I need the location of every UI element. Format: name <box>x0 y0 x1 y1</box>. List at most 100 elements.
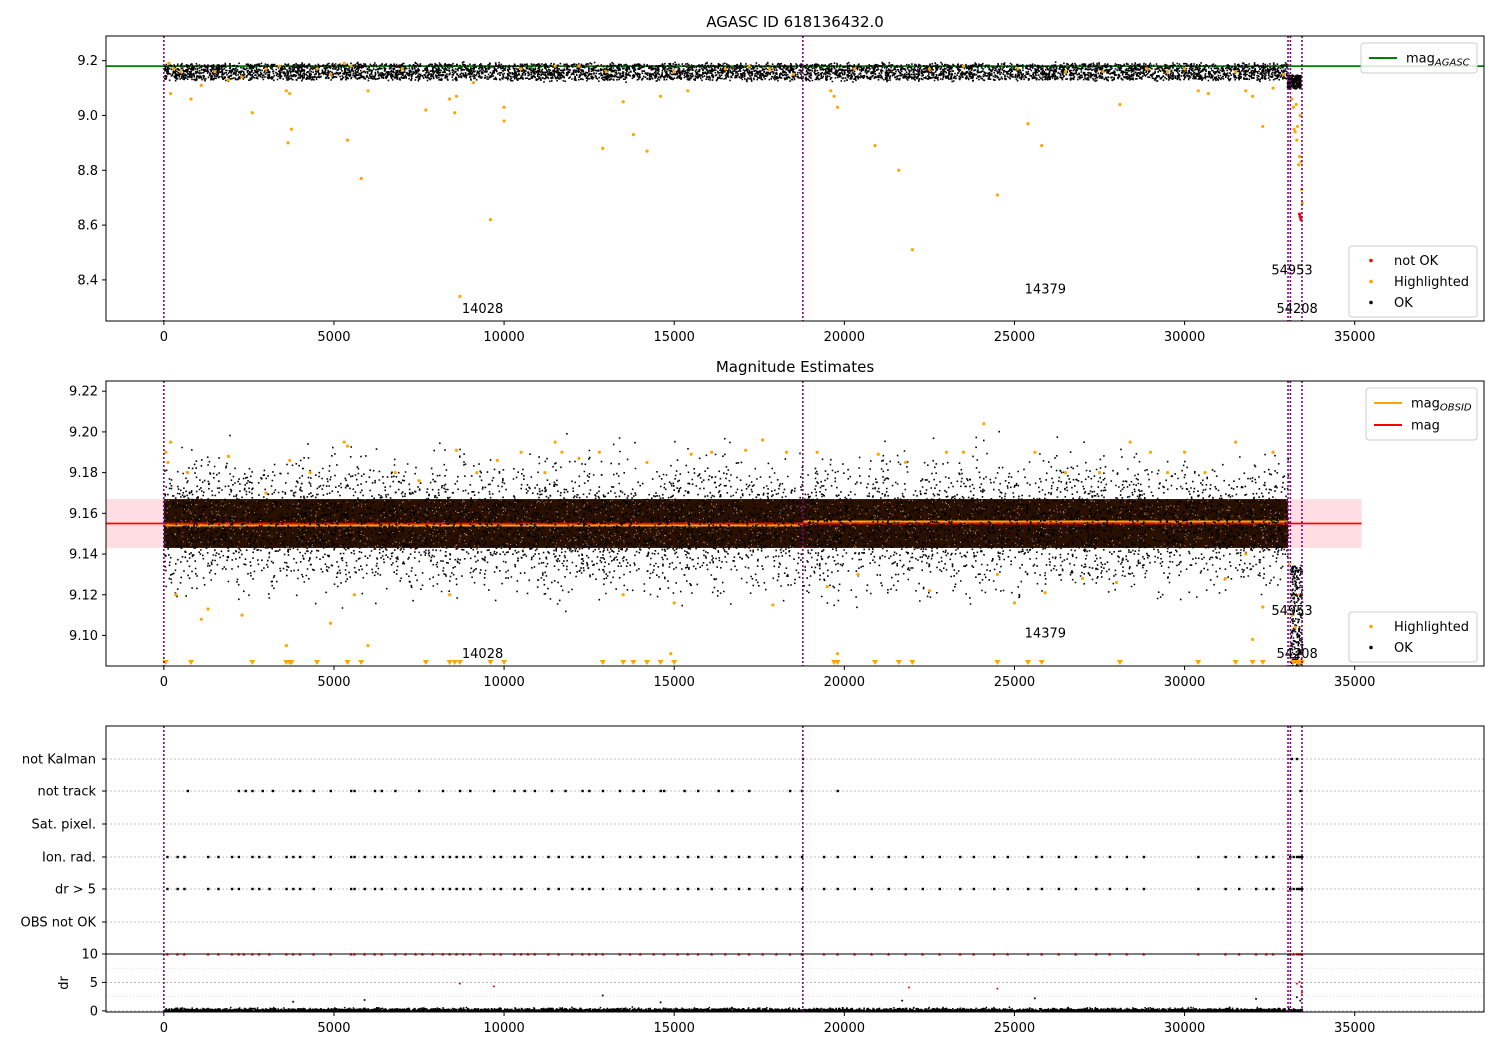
below-range-marker <box>834 660 841 665</box>
flag-point <box>887 887 890 891</box>
highlighted-point <box>631 133 635 137</box>
flag-point <box>588 887 591 891</box>
dr-high-point <box>996 987 999 990</box>
flag-point <box>717 789 720 793</box>
highlighted-point <box>856 572 860 576</box>
flag-point <box>938 855 942 859</box>
x-tick-label: 25000 <box>994 330 1035 345</box>
highlighted-point <box>166 460 170 465</box>
legend-point-swatch <box>1369 624 1373 629</box>
highlighted-point <box>167 61 171 66</box>
highlighted-point <box>1295 124 1300 129</box>
flag-point <box>972 855 976 859</box>
flag-point <box>1265 887 1268 891</box>
highlighted-point <box>543 471 547 475</box>
flag-point <box>724 887 727 891</box>
highlighted-point <box>475 471 479 475</box>
flag-point <box>258 887 261 891</box>
x-tick-label: 0 <box>160 330 168 345</box>
flag-point <box>788 789 792 793</box>
flag-point <box>788 887 792 891</box>
flag-point <box>268 887 271 891</box>
highlighted-point <box>686 89 690 93</box>
highlighted-point <box>226 454 231 458</box>
flag-point <box>237 887 241 891</box>
flag-point <box>1255 887 1258 891</box>
highlighted-point <box>747 64 751 68</box>
below-range-marker <box>358 660 365 665</box>
y-tick-label: 9.20 <box>69 425 98 440</box>
flag-point <box>652 855 656 859</box>
flag-point <box>1300 855 1304 859</box>
flag-point <box>683 789 686 793</box>
flag-point <box>492 855 496 859</box>
highlighted-point <box>910 248 914 252</box>
highlighted-point <box>761 438 765 442</box>
y-tick-label: 9.18 <box>69 466 98 481</box>
below-range-marker <box>657 660 664 665</box>
legend-lower <box>1348 611 1478 663</box>
flag-point <box>550 789 554 793</box>
flag-point <box>748 789 751 793</box>
flag-point <box>959 887 962 891</box>
dr-high-point <box>1300 991 1303 994</box>
flag-point <box>353 789 356 793</box>
highlighted-point <box>876 452 880 456</box>
highlighted-point <box>342 61 346 66</box>
highlighted-point <box>1291 105 1296 109</box>
highlighted-point <box>417 479 421 483</box>
highlighted-point <box>199 617 203 621</box>
highlighted-point <box>502 119 506 123</box>
highlighted-point <box>1271 86 1275 90</box>
flag-point <box>244 789 247 793</box>
highlighted-point <box>577 456 581 460</box>
flag-point <box>329 855 332 859</box>
highlighted-point <box>835 652 840 656</box>
flag-point <box>363 855 366 859</box>
flag-point <box>380 789 383 793</box>
y-tick-label: 9.2 <box>77 54 98 69</box>
below-range-marker <box>1025 660 1032 665</box>
x-tick-label: 35000 <box>1334 675 1375 690</box>
highlighted-point <box>601 146 605 150</box>
highlighted-point <box>342 440 346 444</box>
obsid-annotation: 14379 <box>1025 627 1066 642</box>
not-ok-point <box>1298 215 1302 219</box>
flag-point <box>469 855 472 859</box>
flag-point <box>1224 887 1227 891</box>
flag-point <box>373 887 377 891</box>
highlighted-point <box>366 644 370 648</box>
highlighted-point <box>832 94 836 98</box>
flag-point <box>547 887 550 891</box>
below-range-marker <box>1116 660 1123 665</box>
obsid-annotation: 54953 <box>1271 263 1312 278</box>
flag-point <box>166 855 169 859</box>
flag-point <box>663 855 666 859</box>
flag-point <box>469 789 472 793</box>
highlighted-point <box>1223 576 1228 581</box>
highlighted-point <box>1101 70 1105 74</box>
highlighted-point <box>448 593 452 597</box>
flag-point <box>394 887 397 891</box>
highlighted-point <box>1251 637 1255 642</box>
highlighted-point <box>1026 122 1030 126</box>
flag-point <box>523 789 526 793</box>
highlighted-point <box>400 67 404 71</box>
dr-panel: 0 5000 10000 15000 20000 25000 30000 35000 0 5 10… <box>57 948 1485 1036</box>
highlighted-point <box>835 105 840 109</box>
flag-point <box>1290 757 1294 761</box>
flag-point <box>479 887 482 891</box>
highlighted-point <box>164 450 168 454</box>
highlighted-point <box>199 83 203 87</box>
flag-point <box>972 887 976 891</box>
flag-point <box>499 855 503 859</box>
dr-high-point <box>492 985 495 988</box>
magnitude-estimates-panel: Magnitude Estimates 14028 14379 54953 54208… <box>69 358 1485 690</box>
highlighted-point <box>1271 450 1275 454</box>
below-range-marker <box>871 660 878 665</box>
highlighted-point <box>264 67 268 71</box>
flag-point <box>581 789 584 793</box>
flag-point <box>458 789 462 793</box>
flag-point <box>822 855 826 859</box>
x-tick-label: 25000 <box>994 675 1035 690</box>
